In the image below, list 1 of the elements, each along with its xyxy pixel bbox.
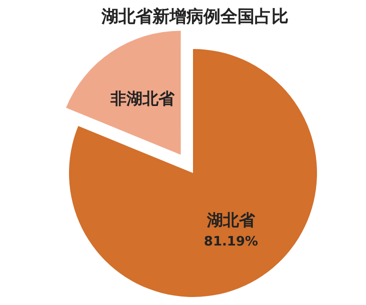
- title: 湖北省新增病例全国占比: [102, 7, 288, 27]
